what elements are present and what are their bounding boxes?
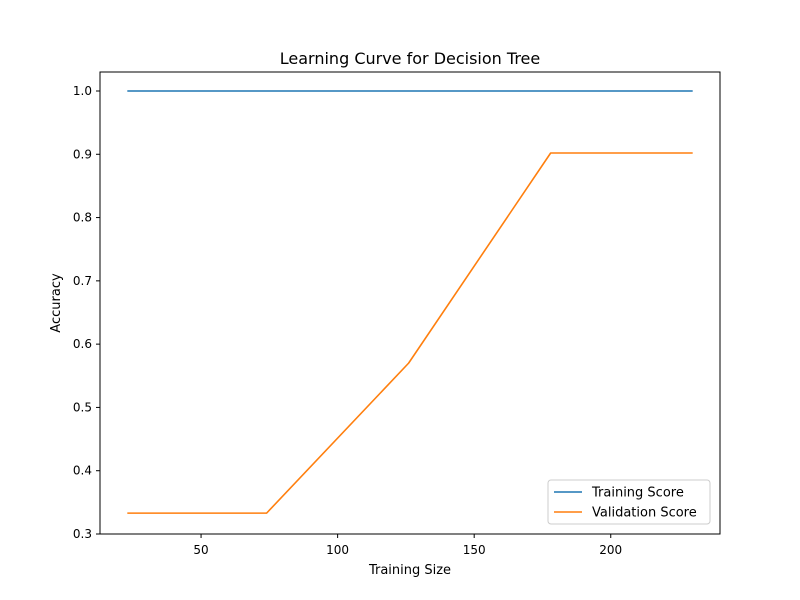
y-tick-label: 0.6 — [73, 337, 92, 351]
x-tick-label: 200 — [599, 543, 622, 557]
y-tick-label: 0.4 — [73, 464, 92, 478]
chart-title: Learning Curve for Decision Tree — [280, 49, 540, 68]
y-tick-label: 0.7 — [73, 274, 92, 288]
legend: Training Score Validation Score — [547, 479, 711, 525]
legend-label: Training Score — [591, 486, 684, 501]
y-tick-label: 0.9 — [73, 147, 92, 161]
y-tick-label: 0.3 — [73, 527, 92, 541]
series-line-validation-score — [127, 152, 693, 514]
y-tick-label: 0.5 — [73, 400, 92, 414]
y-tick-label: 0.8 — [73, 211, 92, 225]
x-tick-label: 50 — [193, 543, 208, 557]
plot-area: 50 100 150 200 0.3 0.4 0.5 0.6 0.7 0.8 0.9 1.0 — [73, 84, 693, 557]
y-axis-label: Accuracy — [49, 273, 64, 333]
x-tick-label: 100 — [326, 543, 349, 557]
legend-box — [547, 479, 711, 525]
legend-label: Validation Score — [592, 506, 697, 521]
x-tick-label: 150 — [463, 543, 486, 557]
axes-frame — [99, 71, 721, 535]
x-axis-label: Training Size — [368, 563, 451, 578]
y-tick-label: 1.0 — [73, 84, 92, 98]
